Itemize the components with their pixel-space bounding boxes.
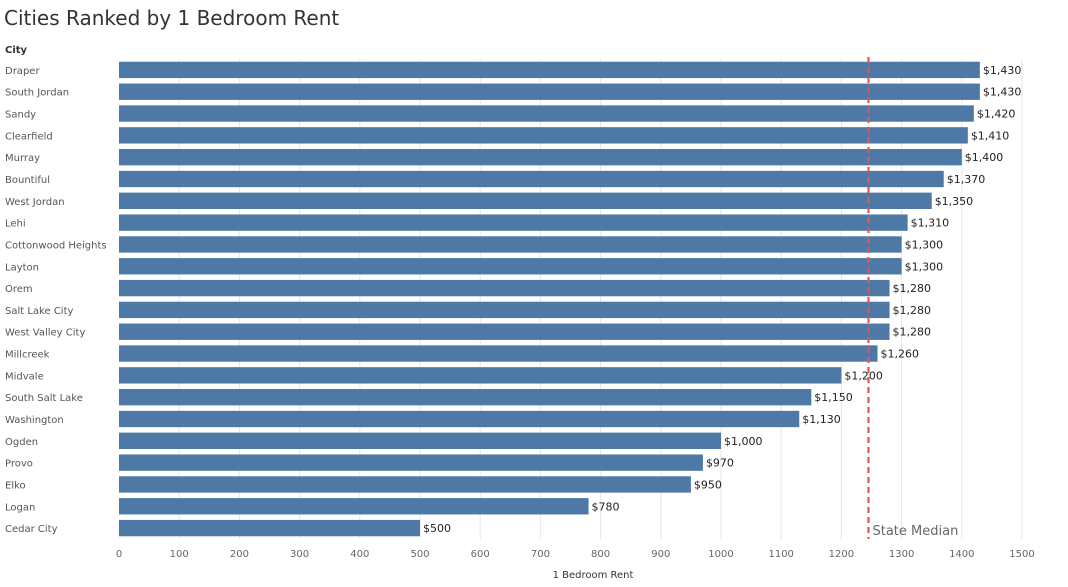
bar bbox=[119, 323, 890, 340]
x-tick-label: 0 bbox=[116, 549, 122, 560]
value-label: $1,280 bbox=[893, 326, 932, 339]
bar bbox=[119, 149, 962, 166]
chart-title: Cities Ranked by 1 Bedroom Rent bbox=[4, 6, 340, 30]
category-label: Ogden bbox=[5, 437, 38, 448]
bar bbox=[119, 454, 703, 471]
category-label: Provo bbox=[5, 459, 33, 470]
bar bbox=[119, 410, 800, 428]
category-label: Murray bbox=[5, 153, 40, 164]
x-tick-label: 1400 bbox=[949, 549, 974, 560]
value-label: $1,150 bbox=[814, 391, 853, 404]
category-label: Layton bbox=[5, 262, 39, 273]
state-median-label: State Median bbox=[872, 524, 958, 539]
value-label: $1,280 bbox=[893, 282, 932, 295]
x-tick-label: 900 bbox=[651, 549, 670, 560]
category-label: West Valley City bbox=[5, 328, 85, 339]
category-label: Bountiful bbox=[5, 175, 50, 186]
x-tick-label: 200 bbox=[230, 549, 249, 560]
category-label: Elko bbox=[5, 480, 26, 491]
bar bbox=[119, 389, 812, 406]
value-label: $1,410 bbox=[971, 129, 1010, 142]
bar bbox=[119, 432, 721, 449]
category-label: Cedar City bbox=[5, 524, 58, 535]
value-label: $1,260 bbox=[881, 348, 920, 361]
bar bbox=[119, 279, 890, 297]
row-header: City bbox=[5, 45, 28, 56]
category-label: Clearfield bbox=[5, 131, 53, 142]
bar bbox=[119, 214, 908, 231]
category-label: Midvale bbox=[5, 371, 44, 382]
x-tick-label: 100 bbox=[170, 549, 189, 560]
category-label: Logan bbox=[5, 502, 35, 513]
category-label: Sandy bbox=[5, 110, 36, 121]
bar bbox=[119, 236, 902, 253]
x-tick-label: 800 bbox=[591, 549, 610, 560]
x-tick-label: 1000 bbox=[708, 549, 733, 560]
x-tick-label: 600 bbox=[471, 549, 490, 560]
category-label: Salt Lake City bbox=[5, 306, 74, 317]
category-label: Millcreek bbox=[5, 350, 50, 361]
x-tick-label: 700 bbox=[531, 549, 550, 560]
value-label: $500 bbox=[423, 522, 451, 535]
x-tick-label: 500 bbox=[410, 549, 429, 560]
value-label: $1,000 bbox=[724, 435, 763, 448]
bar bbox=[119, 258, 902, 275]
x-axis-title: 1 Bedroom Rent bbox=[553, 570, 634, 581]
value-label: $1,400 bbox=[965, 151, 1004, 164]
bar bbox=[119, 367, 842, 384]
bar bbox=[119, 476, 691, 493]
value-label: $1,200 bbox=[844, 369, 883, 382]
value-label: $1,350 bbox=[935, 195, 974, 208]
value-label: $1,370 bbox=[947, 173, 986, 186]
bar bbox=[119, 192, 932, 209]
value-label: $1,310 bbox=[911, 217, 950, 230]
category-label: Cottonwood Heights bbox=[5, 240, 107, 251]
bar bbox=[119, 105, 974, 122]
value-label: $1,300 bbox=[905, 260, 944, 273]
x-tick-label: 1300 bbox=[889, 549, 914, 560]
x-tick-label: 400 bbox=[350, 549, 369, 560]
category-label: West Jordan bbox=[5, 197, 65, 208]
bar bbox=[119, 345, 878, 362]
value-label: $780 bbox=[592, 500, 620, 513]
value-label: $1,430 bbox=[983, 86, 1022, 99]
bar bbox=[119, 519, 420, 537]
category-label: Washington bbox=[5, 415, 64, 426]
value-label: $970 bbox=[706, 457, 734, 470]
category-label: Orem bbox=[5, 284, 33, 295]
x-tick-label: 1100 bbox=[768, 549, 793, 560]
value-label: $1,420 bbox=[977, 108, 1016, 121]
value-label: $950 bbox=[694, 478, 722, 491]
bar bbox=[119, 301, 890, 319]
x-tick-label: 1500 bbox=[1009, 549, 1034, 560]
bar bbox=[119, 498, 589, 515]
bar bbox=[119, 61, 980, 79]
category-label: Draper bbox=[5, 66, 40, 77]
bar bbox=[119, 170, 944, 188]
value-label: $1,130 bbox=[802, 413, 841, 426]
value-label: $1,280 bbox=[893, 304, 932, 317]
category-label: Lehi bbox=[5, 219, 26, 230]
value-label: $1,430 bbox=[983, 64, 1022, 77]
category-label: South Salt Lake bbox=[5, 393, 83, 404]
bar bbox=[119, 127, 968, 144]
category-label: South Jordan bbox=[5, 88, 69, 99]
bar bbox=[119, 83, 980, 100]
x-tick-label: 300 bbox=[290, 549, 309, 560]
x-tick-label: 1200 bbox=[829, 549, 854, 560]
value-label: $1,300 bbox=[905, 238, 944, 251]
